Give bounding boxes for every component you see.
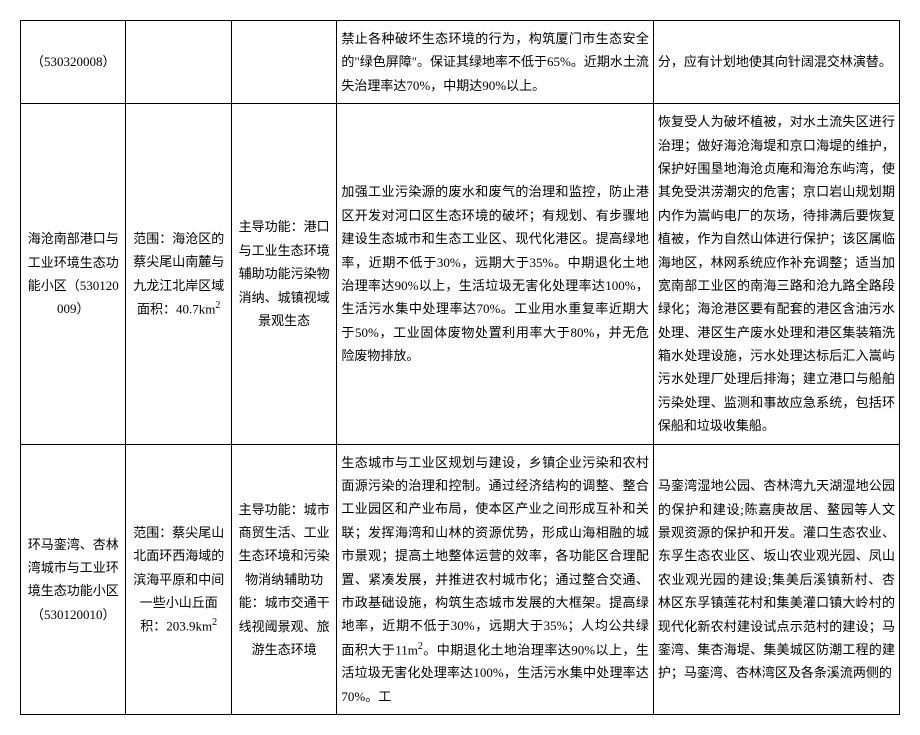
requirements-cell: 加强工业污染源的废水和废气的治理和监控，防止港区开发对河口区生态环境的破坏；有规… xyxy=(337,104,653,444)
scope-cell: 范围：海沧区的蔡尖尾山南麓与九龙江北岸区域面积：40.7km2 xyxy=(126,104,231,444)
measures-cell: 分，应有计划地使其向针阔混交林演替。 xyxy=(653,21,899,104)
scope-cell xyxy=(126,21,231,104)
requirements-cell: 禁止各种破坏生态环境的行为，构筑厦门市生态安全的"绿色屏障"。保证其绿地率不低于… xyxy=(337,21,653,104)
zone-code-cell: 环马銮湾、杏林湾城市与工业环境生态功能小区（530120010） xyxy=(21,444,126,715)
scope-cell: 范围：蔡尖尾山北面环西海域的滨海平原和中间一些小山丘面积：203.9km2 xyxy=(126,444,231,715)
requirements-cell: 生态城市与工业区规划与建设，乡镇企业污染和农村面源污染的治理和控制。通过经济结构… xyxy=(337,444,653,715)
function-cell: 主导功能：港口与工业生态环境辅助功能污染物消纳、城镇视域景观生态 xyxy=(231,104,336,444)
function-cell: 主导功能：城市商贸生活、工业生态环境和污染物消纳辅助功能：城市交通干线视阈景观、… xyxy=(231,444,336,715)
zone-code-cell: 海沧南部港口与工业环境生态功能小区（530120009） xyxy=(21,104,126,444)
measures-cell: 马銮湾湿地公园、杏林湾九天湖湿地公园的保护和建设;陈嘉庚故居、鳌园等人文景观资源… xyxy=(653,444,899,715)
zone-code-cell: （530320008） xyxy=(21,21,126,104)
zoning-table: （530320008） 禁止各种破坏生态环境的行为，构筑厦门市生态安全的"绿色屏… xyxy=(20,20,900,715)
table-row: 环马銮湾、杏林湾城市与工业环境生态功能小区（530120010） 范围：蔡尖尾山… xyxy=(21,444,900,715)
measures-cell: 恢复受人为破坏植被，对水土流失区进行治理；做好海沧海堤和京口海堤的维护，保护好围… xyxy=(653,104,899,444)
table-row: 海沧南部港口与工业环境生态功能小区（530120009） 范围：海沧区的蔡尖尾山… xyxy=(21,104,900,444)
function-cell xyxy=(231,21,336,104)
table-row: （530320008） 禁止各种破坏生态环境的行为，构筑厦门市生态安全的"绿色屏… xyxy=(21,21,900,104)
